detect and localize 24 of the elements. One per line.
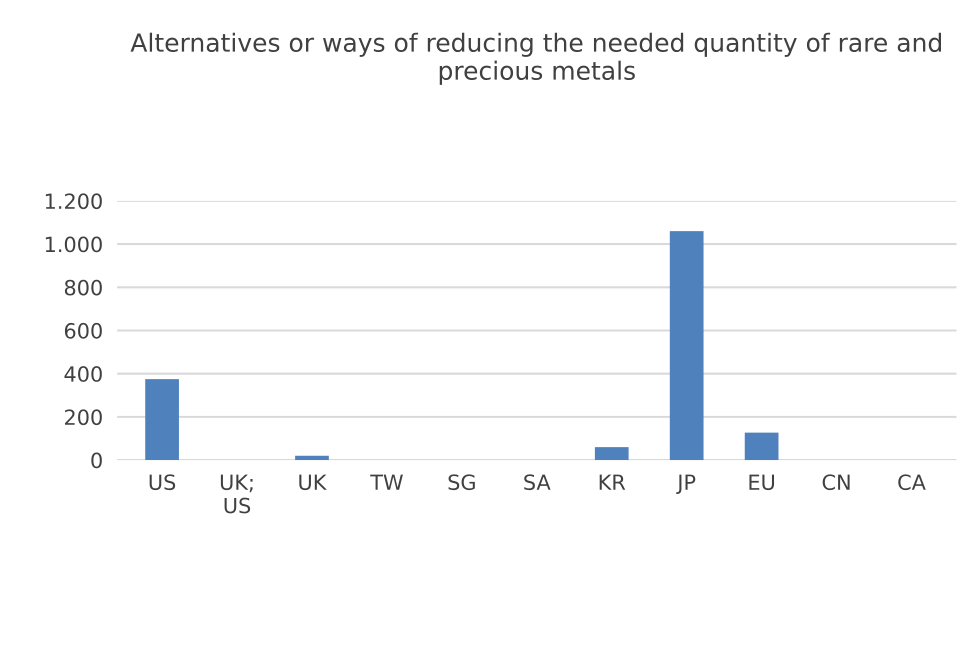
bar [295,456,329,460]
x-tick-label: SG [448,474,475,490]
chart-title: Alternatives or ways of reducing the needed quantity of rare and precious metals [130,32,941,85]
x-tick-label: KR [600,474,626,490]
y-tick-label: 800 [64,280,102,296]
x-tick-label: SA [524,474,551,490]
y-tick-label: 400 [64,366,102,382]
bar [744,432,778,460]
y-tick-label: 0 [91,452,102,468]
x-tick-label: EU [749,474,774,490]
y-tick-label: 200 [64,409,102,426]
x-tick-label: JP [676,474,696,494]
x-tick-label: TW [370,474,403,490]
x-tick-label: US [150,474,176,490]
x-tick-label: CN [822,474,850,490]
y-tick-label: 600 [64,322,102,339]
x-tick-label: UK [299,474,327,490]
x-tick-label: CA [898,474,926,490]
bar [670,231,704,460]
bar [594,447,629,460]
x-tick-label: UK; US [220,474,253,514]
bar [145,379,179,460]
y-tick-label: 1.000 [46,236,102,252]
y-tick-label: 1.200 [46,193,102,210]
